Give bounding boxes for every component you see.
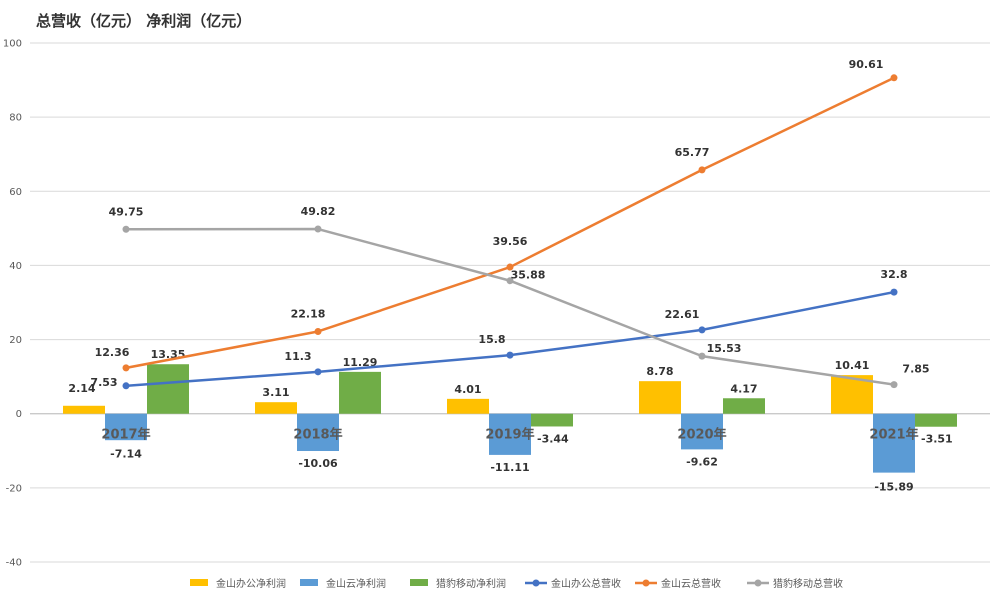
category-label: 2018年: [293, 427, 342, 443]
line-point: [890, 74, 898, 82]
legend-swatch: [410, 579, 428, 586]
line-point: [314, 327, 322, 335]
line-point: [506, 263, 514, 271]
bar-data-label: -15.89: [874, 481, 913, 494]
bar-data-label: -11.11: [490, 461, 529, 474]
bar-2: [873, 413, 915, 473]
bar-data-label: 11.29: [343, 356, 378, 369]
legend-label: 金山云净利润: [326, 577, 386, 590]
bar-2: [105, 413, 147, 441]
bar-data-label: -3.51: [921, 433, 953, 446]
line-point: [506, 277, 514, 285]
bar-2: [489, 413, 531, 455]
bar-3: [339, 371, 381, 414]
series-line-3: [125, 227, 895, 386]
legend-swatch: [190, 579, 208, 586]
legend-label: 金山办公总营收: [551, 577, 621, 590]
bar-2: [681, 413, 723, 450]
legend-label: 金山办公净利润: [216, 577, 286, 590]
bar-3: [147, 364, 189, 414]
bar-1: [639, 381, 681, 414]
series-line-2: [125, 76, 895, 370]
line-data-label: 11.3: [284, 350, 311, 363]
line-point: [698, 352, 706, 360]
line-point: [890, 381, 898, 389]
bar-1: [255, 402, 297, 414]
bar-3: [915, 413, 957, 427]
bar-data-label: -3.44: [537, 433, 569, 446]
bar-3: [723, 398, 765, 414]
line-data-label: 49.82: [301, 205, 336, 218]
line-data-label: 7.85: [902, 363, 929, 376]
y-tick-label: -40: [6, 558, 22, 569]
legend-label: 金山云总营收: [661, 577, 721, 590]
line-point: [122, 225, 130, 233]
line-data-label: 15.8: [478, 333, 505, 346]
legend-label: 猎豹移动总营收: [773, 577, 843, 590]
y-tick-label: 80: [9, 113, 22, 124]
line-data-label: 49.75: [109, 205, 144, 218]
legend-label: 猎豹移动净利润: [436, 577, 506, 590]
bar-data-label: 3.11: [262, 386, 289, 399]
bar-2: [297, 413, 339, 452]
line-data-label: 22.18: [291, 307, 326, 320]
bar-data-label: -10.06: [298, 457, 338, 470]
line-data-label: 7.53: [90, 376, 117, 389]
bar-data-label: 4.01: [454, 383, 481, 396]
bar-3: [531, 413, 573, 427]
line-point: [314, 225, 322, 233]
legend-marker: [532, 579, 540, 587]
bar-data-label: -7.14: [110, 448, 142, 461]
line-point: [314, 368, 322, 376]
chart-title: 总营收（亿元） 净利润（亿元）: [36, 12, 252, 30]
line-data-label: 12.36: [95, 346, 130, 359]
category-label: 2019年: [485, 427, 534, 443]
bar-data-label: 10.41: [835, 359, 870, 372]
series-line-1: [125, 290, 895, 388]
line-data-label: 65.77: [675, 146, 710, 159]
category-label: 2021年: [869, 427, 918, 443]
line-data-label: 15.53: [707, 342, 742, 355]
bar-data-label: 2.14: [68, 382, 95, 395]
y-tick-label: 40: [9, 261, 22, 272]
y-tick-label: -20: [6, 483, 22, 494]
bar-1: [447, 398, 489, 414]
legend-marker: [754, 579, 762, 587]
bar-data-label: 4.17: [730, 382, 757, 395]
y-tick-label: 60: [9, 187, 22, 198]
line-point: [506, 351, 514, 359]
legend-swatch: [300, 579, 318, 586]
line-data-label: 32.8: [880, 268, 907, 281]
y-tick-label: 20: [9, 335, 22, 346]
bar-data-label: 8.78: [646, 365, 673, 378]
line-data-label: 39.56: [493, 235, 528, 248]
line-point: [698, 166, 706, 174]
line-point: [122, 382, 130, 390]
bar-1: [63, 405, 105, 414]
line-data-label: 35.88: [511, 269, 546, 282]
line-point: [890, 288, 898, 296]
line-data-label: 22.61: [665, 308, 700, 321]
y-tick-label: 0: [16, 409, 22, 420]
line-data-label: 90.61: [849, 58, 884, 71]
line-point: [122, 364, 130, 372]
category-label: 2020年: [677, 427, 726, 443]
line-point: [698, 326, 706, 334]
bar-data-label: -9.62: [686, 455, 718, 468]
legend-marker: [642, 579, 650, 587]
category-label: 2017年: [101, 427, 150, 443]
y-tick-label: 100: [3, 39, 22, 50]
